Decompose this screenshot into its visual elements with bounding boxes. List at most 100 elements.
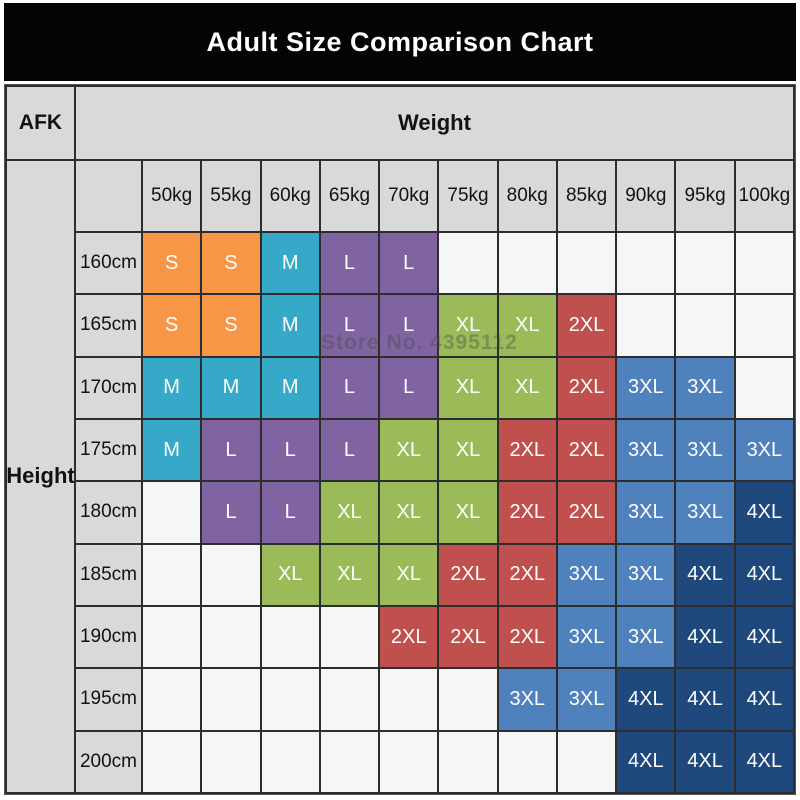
- size-cell: L: [320, 419, 379, 481]
- empty-cell: [143, 482, 201, 543]
- empty-cell: [557, 233, 616, 294]
- size-cell: S: [202, 233, 260, 294]
- weight-axis-label: Weight: [76, 87, 793, 159]
- size-cell: M: [261, 295, 319, 356]
- size-cell: L: [380, 295, 438, 356]
- size-cell: 4XL: [676, 669, 734, 730]
- empty-cell: [143, 544, 201, 605]
- size-cell: XL: [320, 482, 379, 543]
- size-cell: XL: [380, 419, 438, 481]
- size-cell: 2XL: [498, 606, 556, 668]
- size-cell: S: [143, 295, 201, 356]
- size-cell: XL: [439, 482, 497, 543]
- size-cell: S: [143, 233, 201, 294]
- empty-cell: [439, 669, 497, 730]
- size-cell: 2XL: [557, 295, 616, 356]
- weight-header-cell: 85kg: [557, 161, 616, 231]
- height-axis-label: Height: [7, 161, 74, 792]
- empty-cell: [617, 295, 675, 356]
- size-cell: 4XL: [735, 544, 793, 605]
- empty-cell: [380, 731, 438, 792]
- weight-header-cell: 100kg: [735, 161, 793, 231]
- height-row-label: 185cm: [76, 544, 141, 605]
- blank-corner-cell: [76, 161, 141, 231]
- size-table: AFK Weight Height 50kg 55kg 60kg 65kg 70kg 75…: [4, 84, 796, 795]
- height-row-label: 165cm: [76, 295, 141, 356]
- empty-cell: [202, 731, 260, 792]
- weight-header-cell: 80kg: [498, 161, 556, 231]
- empty-cell: [439, 233, 497, 294]
- size-cell: L: [320, 295, 379, 356]
- size-cell: XL: [439, 357, 497, 418]
- size-cell: M: [261, 357, 319, 418]
- size-cell: XL: [439, 295, 497, 356]
- empty-cell: [676, 233, 734, 294]
- empty-cell: [202, 544, 260, 605]
- size-cell: S: [202, 295, 260, 356]
- empty-cell: [261, 731, 319, 792]
- title-bar: Adult Size Comparison Chart: [4, 3, 796, 81]
- weight-header-cell: 95kg: [676, 161, 734, 231]
- empty-cell: [320, 669, 379, 730]
- empty-cell: [557, 731, 616, 792]
- empty-cell: [143, 606, 201, 668]
- size-cell: 4XL: [676, 606, 734, 668]
- height-row-label: 160cm: [76, 233, 141, 294]
- size-cell: 3XL: [676, 419, 734, 481]
- size-cell: M: [261, 233, 319, 294]
- size-cell: L: [261, 419, 319, 481]
- size-cell: L: [380, 357, 438, 418]
- size-cell: L: [261, 482, 319, 543]
- empty-cell: [143, 731, 201, 792]
- page-title: Adult Size Comparison Chart: [206, 26, 594, 57]
- size-cell: L: [202, 419, 260, 481]
- empty-cell: [735, 233, 793, 294]
- size-cell: 3XL: [557, 669, 616, 730]
- empty-cell: [498, 233, 556, 294]
- empty-cell: [320, 606, 379, 668]
- size-cell: M: [143, 419, 201, 481]
- empty-cell: [735, 295, 793, 356]
- size-cell: 4XL: [735, 731, 793, 792]
- empty-cell: [735, 357, 793, 418]
- empty-cell: [439, 731, 497, 792]
- size-cell: XL: [320, 544, 379, 605]
- height-row-label: 195cm: [76, 669, 141, 730]
- size-cell: 3XL: [617, 544, 675, 605]
- weight-header-cell: 90kg: [617, 161, 675, 231]
- size-cell: 4XL: [735, 669, 793, 730]
- weight-header-cell: 70kg: [380, 161, 438, 231]
- weight-header-cell: 50kg: [143, 161, 201, 231]
- empty-cell: [202, 606, 260, 668]
- empty-cell: [380, 669, 438, 730]
- height-row-label: 190cm: [76, 606, 141, 668]
- size-cell: L: [320, 357, 379, 418]
- weight-header-cell: 60kg: [261, 161, 319, 231]
- weight-header-cell: 65kg: [320, 161, 379, 231]
- size-cell: XL: [380, 544, 438, 605]
- empty-cell: [261, 669, 319, 730]
- empty-cell: [676, 295, 734, 356]
- size-cell: L: [202, 482, 260, 543]
- size-cell: 3XL: [676, 482, 734, 543]
- size-cell: 3XL: [498, 669, 556, 730]
- size-cell: 3XL: [676, 357, 734, 418]
- empty-cell: [498, 731, 556, 792]
- size-cell: 3XL: [617, 357, 675, 418]
- size-cell: XL: [498, 295, 556, 356]
- size-cell: 2XL: [557, 357, 616, 418]
- size-cell: M: [143, 357, 201, 418]
- empty-cell: [320, 731, 379, 792]
- size-cell: 4XL: [735, 482, 793, 543]
- height-row-label: 200cm: [76, 731, 141, 792]
- size-cell: XL: [498, 357, 556, 418]
- size-cell: 3XL: [735, 419, 793, 481]
- size-cell: 2XL: [380, 606, 438, 668]
- height-row-label: 170cm: [76, 357, 141, 418]
- weight-header-cell: 55kg: [202, 161, 260, 231]
- size-cell: 3XL: [617, 482, 675, 543]
- size-cell: 4XL: [617, 731, 675, 792]
- size-cell: L: [320, 233, 379, 294]
- size-cell: 2XL: [498, 544, 556, 605]
